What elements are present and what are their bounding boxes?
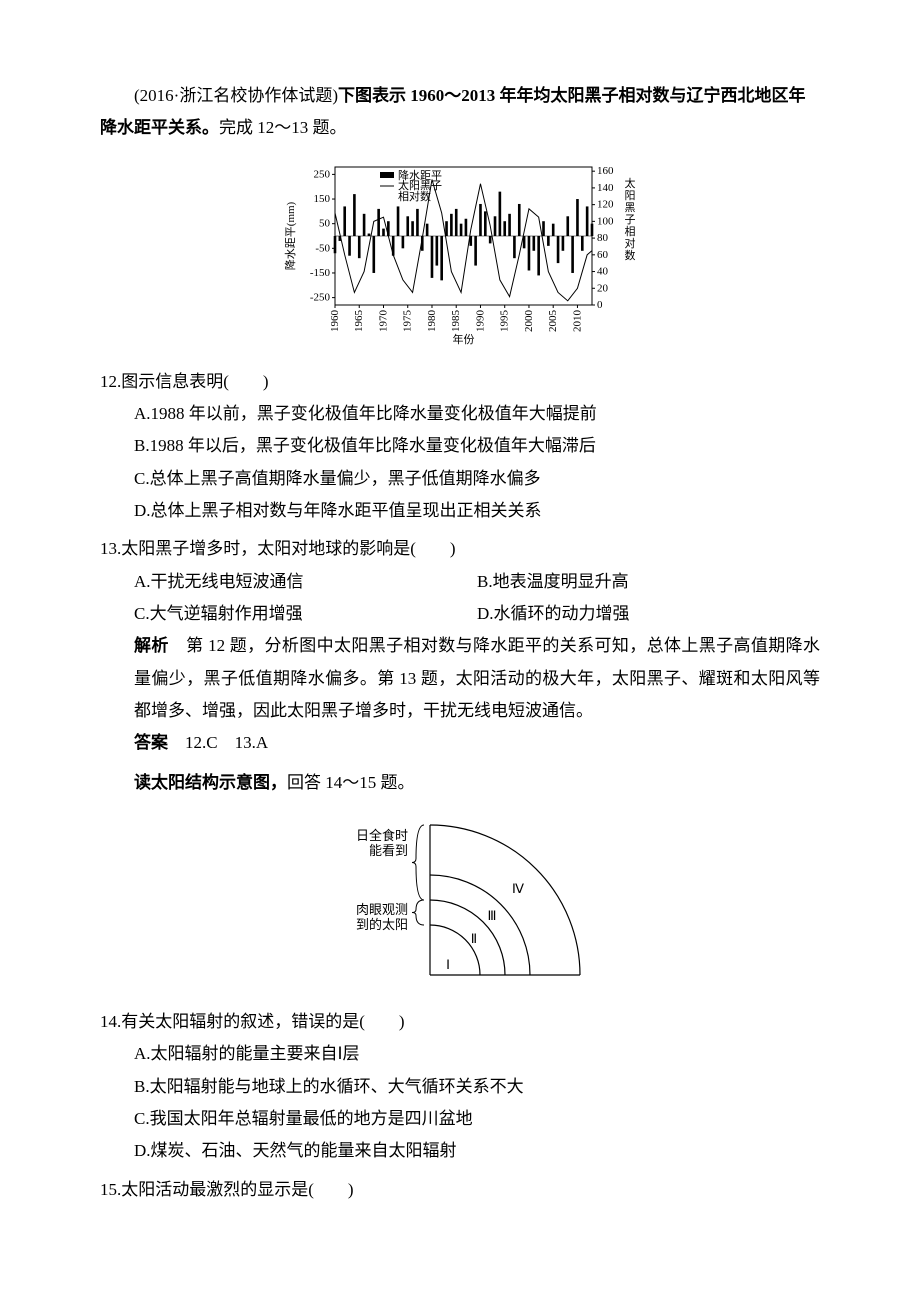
svg-text:年份: 年份 (453, 332, 475, 345)
svg-text:Ⅱ: Ⅱ (471, 931, 477, 946)
svg-text:Ⅰ: Ⅰ (446, 957, 450, 972)
svg-text:黑: 黑 (625, 201, 636, 214)
svg-text:太: 太 (625, 177, 636, 190)
q14-optD: D.煤炭、石油、天然气的能量来自太阳辐射 (100, 1135, 820, 1167)
svg-text:阳: 阳 (625, 189, 636, 202)
svg-text:1990: 1990 (474, 309, 486, 332)
svg-text:20: 20 (597, 282, 609, 294)
q14-optC: C.我国太阳年总辐射量最低的地方是四川盆地 (100, 1103, 820, 1135)
q13-stem: 太阳黑子增多时，太阳对地球的影响是( ) (121, 539, 455, 558)
q14-num: 14. (100, 1012, 121, 1031)
q12-optB: B.1988 年以后，黑子变化极值年比降水量变化极值年大幅滞后 (100, 430, 820, 462)
q14-stem: 有关太阳辐射的叙述，错误的是( ) (121, 1012, 404, 1031)
svg-text:1985: 1985 (450, 309, 462, 332)
svg-text:降水距平(mm): 降水距平(mm) (283, 201, 297, 270)
svg-text:40: 40 (597, 265, 609, 277)
read-prompt2-bold: 读太阳结构示意图， (134, 773, 287, 792)
svg-text:到的太阳: 到的太阳 (356, 917, 408, 932)
chart2-container: Ⅰ ⅡⅢⅣ 日全食时能看到肉眼观测到的太阳 (100, 810, 820, 996)
svg-text:1960: 1960 (329, 309, 341, 332)
svg-text:1995: 1995 (499, 309, 511, 332)
chart2: Ⅰ ⅡⅢⅣ 日全食时能看到肉眼观测到的太阳 (300, 810, 620, 985)
svg-text:-150: -150 (310, 267, 331, 279)
q13-row2: C.大气逆辐射作用增强 D.水循环的动力增强 (100, 598, 820, 630)
q12-optD: D.总体上黑子相对数与年降水距平值呈现出正相关关系 (100, 495, 820, 527)
q13-num: 13. (100, 539, 121, 558)
svg-text:140: 140 (597, 182, 614, 194)
svg-text:子: 子 (625, 213, 636, 226)
q13-optA: A.干扰无线电短波通信 (134, 566, 477, 598)
svg-text:1975: 1975 (402, 309, 414, 332)
source-prefix: (2016·浙江名校协作体试题) (134, 86, 338, 105)
q12-stem: 图示信息表明( ) (121, 372, 268, 391)
svg-text:60: 60 (597, 248, 609, 260)
svg-text:-250: -250 (310, 291, 331, 303)
svg-text:2000: 2000 (523, 309, 535, 332)
svg-text:Ⅳ: Ⅳ (512, 881, 524, 896)
q15: 15.太阳活动最激烈的显示是( ) (100, 1174, 820, 1206)
source-line: (2016·浙江名校协作体试题)下图表示 1960～2013 年年均太阳黑子相对… (100, 80, 820, 145)
svg-text:-50: -50 (315, 242, 330, 254)
answer1-text: 12.C 13.A (168, 733, 268, 752)
chart1: -250 -150 -50 50 150 250 0 20 40 60 80 100 120 140 160… (280, 155, 640, 345)
q12-optA: A.1988 年以前，黑子变化极值年比降水量变化极值年大幅提前 (100, 398, 820, 430)
q14-optB: B.太阳辐射能与地球上的水循环、大气循环关系不大 (100, 1071, 820, 1103)
svg-text:150: 150 (314, 193, 331, 205)
q13: 13.太阳黑子增多时，太阳对地球的影响是( ) (100, 533, 820, 565)
svg-text:250: 250 (314, 168, 331, 180)
svg-text:1980: 1980 (426, 309, 438, 332)
q15-num: 15. (100, 1180, 121, 1199)
q14: 14.有关太阳辐射的叙述，错误的是( ) (100, 1006, 820, 1038)
analysis1-label: 解析 (134, 636, 169, 655)
answer1-label: 答案 (134, 733, 168, 752)
q13-row1: A.干扰无线电短波通信 B.地表温度明显升高 (100, 566, 820, 598)
svg-text:160: 160 (597, 165, 614, 177)
q13-optB: B.地表温度明显升高 (477, 566, 820, 598)
svg-text:50: 50 (319, 217, 331, 229)
q13-optD: D.水循环的动力增强 (477, 598, 820, 630)
svg-text:1970: 1970 (377, 309, 389, 332)
svg-text:相: 相 (625, 225, 636, 238)
analysis1-text: 第 12 题，分析图中太阳黑子相对数与降水距平的关系可知，总体上黑子高值期降水量… (134, 636, 820, 720)
svg-text:2010: 2010 (571, 309, 583, 332)
q12-num: 12. (100, 372, 121, 391)
svg-text:相对数: 相对数 (398, 189, 431, 203)
svg-text:数: 数 (625, 249, 636, 262)
svg-text:肉眼观测: 肉眼观测 (356, 902, 408, 917)
svg-text:Ⅲ: Ⅲ (488, 908, 497, 923)
svg-text:80: 80 (597, 232, 609, 244)
svg-text:对: 对 (625, 236, 636, 250)
svg-text:2005: 2005 (547, 309, 559, 332)
svg-text:日全食时: 日全食时 (356, 828, 408, 843)
q13-optC: C.大气逆辐射作用增强 (134, 598, 477, 630)
analysis1: 解析 第 12 题，分析图中太阳黑子相对数与降水距平的关系可知，总体上黑子高值期… (100, 630, 820, 727)
read-prompt2: 读太阳结构示意图，回答 14～15 题。 (100, 767, 820, 799)
svg-text:能看到: 能看到 (369, 843, 408, 858)
svg-text:0: 0 (597, 299, 603, 311)
q12-optC: C.总体上黑子高值期降水量偏少，黑子低值期降水偏多 (100, 463, 820, 495)
q15-stem: 太阳活动最激烈的显示是( ) (121, 1180, 353, 1199)
source-suffix: 完成 12～13 题。 (219, 118, 347, 137)
answer1: 答案 12.C 13.A (100, 727, 820, 759)
svg-text:1965: 1965 (353, 309, 365, 332)
q14-optA: A.太阳辐射的能量主要来自Ⅰ层 (100, 1038, 820, 1070)
q12: 12.图示信息表明( ) (100, 366, 820, 398)
svg-text:120: 120 (597, 198, 614, 210)
chart1-container: -250 -150 -50 50 150 250 0 20 40 60 80 100 120 140 160… (100, 155, 820, 356)
read-prompt2-rest: 回答 14～15 题。 (287, 773, 415, 792)
svg-text:100: 100 (597, 215, 614, 227)
